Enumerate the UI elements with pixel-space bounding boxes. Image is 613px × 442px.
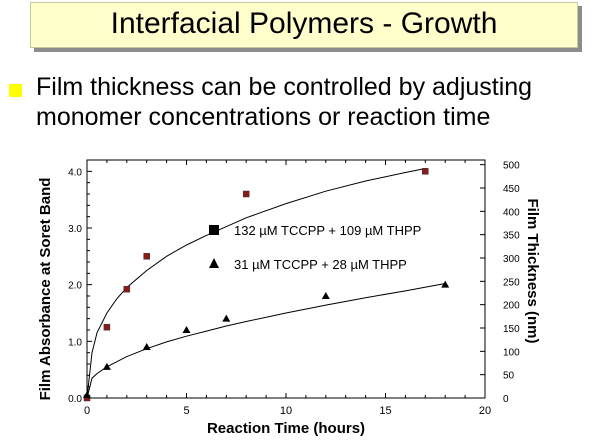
y2-axis-label: Film Thickness (nm) bbox=[524, 198, 541, 343]
data-point-series-1 bbox=[143, 253, 150, 260]
y-tick-label: 2.0 bbox=[68, 281, 82, 292]
data-point-series-2 bbox=[182, 326, 191, 333]
legend-label-series-2: 31 µM TCCPP + 28 µM THPP bbox=[234, 257, 407, 272]
fit-curve-series-1 bbox=[86, 168, 426, 399]
data-point-series-1 bbox=[422, 168, 429, 175]
y-axis-label: Film Absorbance at Soret Band bbox=[37, 178, 54, 401]
data-point-series-2 bbox=[321, 292, 330, 299]
chart: 0 5 10 15 20 0.0 1.0 2.0 3.0 4.0 0 50 100 150 200 250 30… bbox=[37, 159, 541, 437]
data-point-series-2 bbox=[441, 280, 450, 288]
data-point-series-1 bbox=[242, 190, 250, 198]
x-tick-label: 10 bbox=[280, 405, 292, 417]
y2-tick-label: 150 bbox=[503, 324, 520, 335]
data-point-series-1 bbox=[103, 323, 111, 331]
plot-frame bbox=[86, 159, 486, 399]
y-tick-label: 0.0 bbox=[68, 394, 82, 405]
legend-marker-series-1 bbox=[209, 225, 219, 235]
y2-tick-label: 400 bbox=[503, 207, 520, 218]
fit-curve-series-2 bbox=[86, 283, 446, 399]
y2-tick-label: 450 bbox=[503, 184, 520, 195]
y2-tick-label: 100 bbox=[503, 347, 520, 358]
y-tick-label: 3.0 bbox=[68, 224, 82, 235]
data-point-series-2 bbox=[102, 362, 111, 370]
x-axis-label: Reaction Time (hours) bbox=[207, 420, 365, 437]
legend-label-series-1: 132 µM TCCPP + 109 µM THPP bbox=[234, 223, 421, 238]
x-tick-label: 20 bbox=[479, 405, 491, 417]
bullet-text: Film thickness can be controlled by adju… bbox=[36, 73, 533, 131]
y2-tick-label: 200 bbox=[503, 301, 520, 312]
legend-marker-series-2 bbox=[209, 258, 219, 268]
y2-tick-label: 0 bbox=[503, 394, 509, 405]
title-box: Interfacial Polymers - Growth bbox=[30, 2, 578, 48]
bullet-marker bbox=[9, 84, 22, 97]
y2-tick-label: 250 bbox=[503, 277, 520, 288]
slide-title: Interfacial Polymers - Growth bbox=[110, 7, 498, 40]
data-point-series-2 bbox=[83, 391, 91, 399]
x-tick-label: 15 bbox=[379, 405, 391, 417]
data-point-series-1 bbox=[123, 285, 131, 293]
x-tick-label: 0 bbox=[84, 405, 90, 417]
data-point-series-2 bbox=[142, 343, 151, 350]
y2-tick-label: 50 bbox=[503, 371, 515, 382]
x-tick-label: 5 bbox=[183, 405, 189, 417]
y2-tick-label: 350 bbox=[503, 231, 520, 242]
y2-tick-label: 300 bbox=[503, 254, 520, 265]
y2-tick-label: 500 bbox=[503, 161, 520, 172]
y-tick-label: 4.0 bbox=[68, 167, 82, 178]
y-tick-label: 1.0 bbox=[68, 337, 82, 348]
data-point-series-2 bbox=[222, 314, 231, 322]
